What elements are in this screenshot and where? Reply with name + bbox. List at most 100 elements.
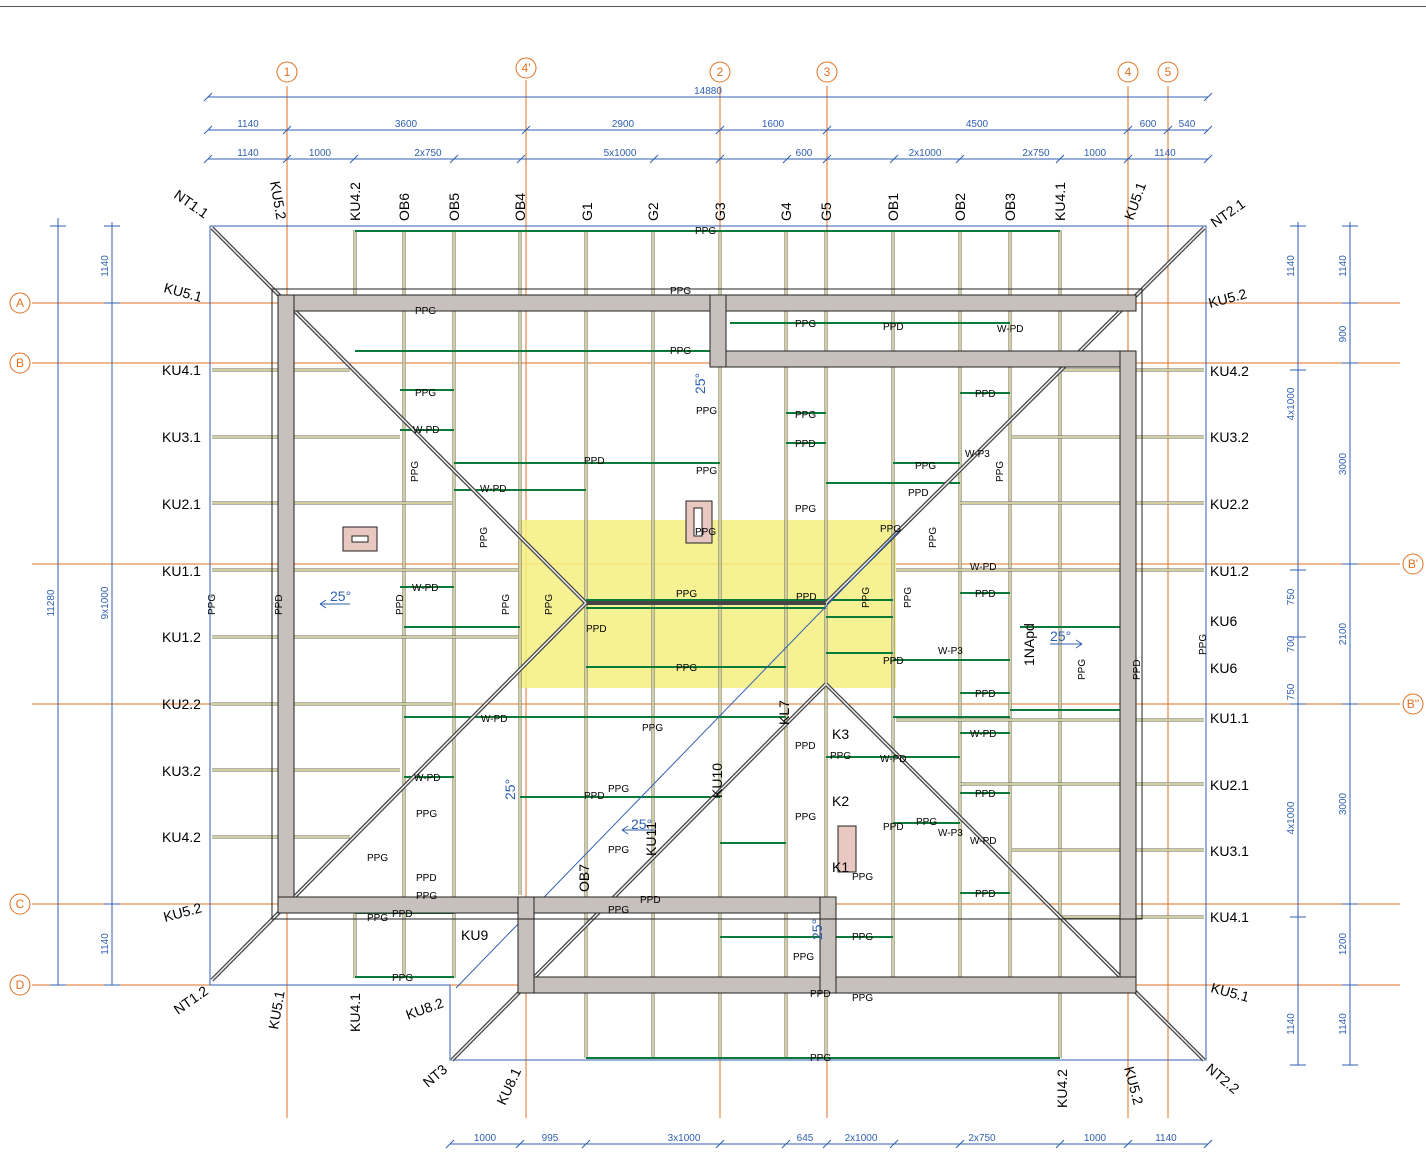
grid-bubble-D xyxy=(9,974,31,996)
grid-bubble-5 xyxy=(1157,61,1179,83)
tag-wpd-7: W-PD xyxy=(970,562,996,573)
tag-ppg-v3: PPG xyxy=(544,594,555,615)
dim-top-r2-8: 1140 xyxy=(1154,148,1176,159)
tag-wpd-9: W-PD xyxy=(880,754,906,765)
tag-ppg-v8: PPG xyxy=(928,527,939,548)
wall-outline xyxy=(271,288,1143,920)
tag-ppd-4: PPD xyxy=(392,909,413,920)
right-label-KU6-b: KU6 xyxy=(1210,660,1237,676)
tag-wpd-10: W-PD xyxy=(970,836,996,847)
dim-top-overall: 14880 xyxy=(694,86,722,97)
tag-ppd-15: PPD xyxy=(795,741,816,752)
chimney-2-inner xyxy=(693,507,703,537)
tag-ppg-v6: PPG xyxy=(861,587,872,608)
tag-ppg-v10: PPG xyxy=(1077,659,1088,680)
tag-ppg-6: PPG xyxy=(695,527,716,538)
bottom-label-KU4.1: KU4.1 xyxy=(347,993,363,1032)
tag-ppg-v4: PPG xyxy=(479,527,490,548)
tag-ppg-25: PPG xyxy=(795,812,816,823)
tag-ppd-2: PPD xyxy=(586,624,607,635)
top-label-G5: G5 xyxy=(818,202,834,221)
tag-ppd-8: PPD xyxy=(795,439,816,450)
grid-label-x-5: 5 xyxy=(1165,65,1172,79)
right-label-KU1.1: KU1.1 xyxy=(1210,710,1249,726)
tag-ppd-6: PPD xyxy=(640,895,661,906)
tag-wpg-1: PPG xyxy=(880,524,901,535)
dimension-ticks xyxy=(50,92,1358,1149)
tag-ppd-7: PPD xyxy=(883,322,904,333)
dim-top-r2-3: 5x1000 xyxy=(604,148,637,159)
left-label-KU2.1: KU2.1 xyxy=(162,496,201,512)
top-label-G1: G1 xyxy=(579,202,595,221)
chimney-1-inner xyxy=(351,535,369,543)
dim-bottom-3: 645 xyxy=(797,1133,814,1144)
inner-label-OB7: OB7 xyxy=(576,864,592,892)
dim-top-r1-5: 600 xyxy=(1140,119,1157,130)
dim-right-outer-4: 3000 xyxy=(1338,792,1349,815)
dim-top-r1-3: 1600 xyxy=(762,119,785,130)
dim-right-inner-6: 1140 xyxy=(1286,1013,1297,1035)
dim-right-inner-0: 1140 xyxy=(1286,255,1297,277)
tag-ppg-v11: PPG xyxy=(1198,634,1209,655)
tag-ppg-v1: PPG xyxy=(207,594,218,615)
slope-label-left: 25° xyxy=(330,588,351,604)
dim-left-inner-2: 1140 xyxy=(100,933,111,955)
right-label-KU1.2: KU1.2 xyxy=(1210,563,1249,579)
tag-wpd-2: W-PD xyxy=(480,484,506,495)
tag-ppg-28: PPG xyxy=(852,932,873,943)
tag-ppd-13: PPD xyxy=(883,656,904,667)
tag-ppd-14: PPD xyxy=(975,689,996,700)
top-label-KU4.1: KU4.1 xyxy=(1052,182,1068,221)
tag-ppg-18: PPG xyxy=(608,845,629,856)
grid-label-y-Bprime: B' xyxy=(1408,557,1418,571)
grid-label-y-B: B xyxy=(16,356,24,370)
grid-label-y-A: A xyxy=(16,296,24,310)
tag-ppg-8: PPG xyxy=(670,286,691,297)
tag-ppg-12: PPG xyxy=(416,809,437,820)
left-label-KU1.1: KU1.1 xyxy=(162,563,201,579)
tag-ppg-23: PPG xyxy=(915,461,936,472)
top-label-NT1.1: NT1.1 xyxy=(171,186,212,221)
right-label-KU4.1: KU4.1 xyxy=(1210,909,1249,925)
grid-bubbles xyxy=(9,57,1424,996)
dim-top-r1-6: 540 xyxy=(1179,119,1196,130)
bottom-label-KU8.1: KU8.1 xyxy=(493,1065,524,1107)
slope-label-bottom-right: 25° xyxy=(809,919,825,940)
tag-ppg-24: PPG xyxy=(830,751,851,762)
inner-label-K1: K1 xyxy=(832,859,849,875)
grid-label-x-4: 4 xyxy=(1125,65,1132,79)
grid-bubble-2 xyxy=(709,61,731,83)
tag-ppd-12: PPD xyxy=(796,592,817,603)
top-label-KU5.2: KU5.2 xyxy=(267,180,290,221)
dim-top-r2-7: 1000 xyxy=(1084,148,1107,159)
right-label-KU3.1: KU3.1 xyxy=(1210,843,1249,859)
dimension-texts: 14880 1140 3600 2900 1600 4500 600 540 1… xyxy=(46,86,1349,1144)
inner-label-1NApd: 1NApd xyxy=(1021,623,1037,666)
dim-right-inner-3: 700 xyxy=(1286,635,1297,652)
top-label-G3: G3 xyxy=(712,202,728,221)
top-label-KU5.1: KU5.1 xyxy=(1121,180,1149,222)
left-label-NT1.2: NT1.2 xyxy=(171,982,212,1017)
bottom-label-KU5.2: KU5.2 xyxy=(1121,1065,1147,1107)
top-label-G4: G4 xyxy=(778,202,794,221)
tag-ppd-18: PPD xyxy=(975,889,996,900)
grid-bubble-1 xyxy=(276,61,298,83)
tag-ppg-17: PPG xyxy=(608,784,629,795)
dim-top-r2-0: 1140 xyxy=(237,148,259,159)
top-border xyxy=(0,6,1426,7)
grid-label-y-D: D xyxy=(16,978,25,992)
grid-bubble-C xyxy=(9,893,31,915)
tag-ppg-10: PPG xyxy=(676,663,697,674)
top-label-G2: G2 xyxy=(645,202,661,221)
dim-left-outer: 11280 xyxy=(46,589,57,617)
tag-ppd-10: PPD xyxy=(908,488,929,499)
left-label-KU5.1: KU5.1 xyxy=(162,279,204,305)
tag-ppg-7: PPG xyxy=(695,226,716,237)
tag-ppg-v5: PPG xyxy=(410,461,421,482)
top-label-KU4.2: KU4.2 xyxy=(347,182,363,221)
tag-wpd-4: W-PD xyxy=(481,714,507,725)
tag-ppg-20: PPG xyxy=(795,319,816,330)
dim-right-inner-1: 4x1000 xyxy=(1286,387,1297,420)
top-label-OB1: OB1 xyxy=(885,193,901,221)
